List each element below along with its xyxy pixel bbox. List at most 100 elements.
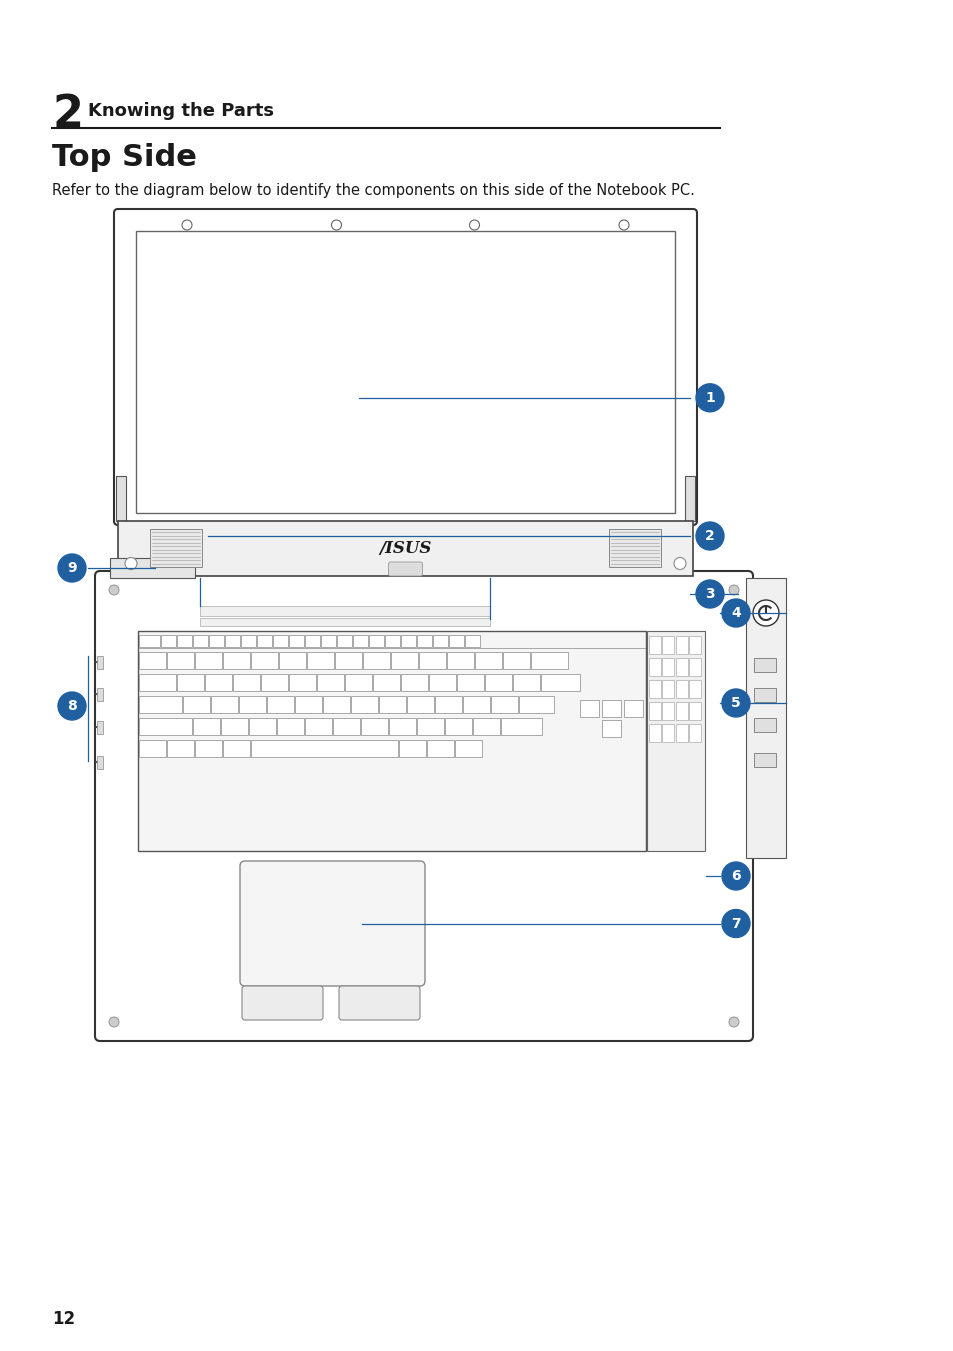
- Circle shape: [673, 558, 685, 570]
- Bar: [161, 635, 176, 647]
- Text: 9: 9: [67, 561, 77, 576]
- Bar: [419, 651, 446, 669]
- Bar: [212, 696, 238, 712]
- Bar: [97, 757, 103, 769]
- Bar: [501, 717, 542, 735]
- Bar: [305, 717, 333, 735]
- Bar: [250, 717, 276, 735]
- Bar: [646, 631, 704, 851]
- Bar: [447, 651, 474, 669]
- Bar: [676, 703, 687, 720]
- Bar: [689, 658, 700, 676]
- Circle shape: [469, 220, 479, 230]
- Bar: [427, 739, 454, 757]
- Text: 4: 4: [730, 607, 740, 620]
- Bar: [277, 717, 304, 735]
- Bar: [363, 651, 390, 669]
- Bar: [223, 651, 251, 669]
- Bar: [205, 674, 233, 690]
- Bar: [305, 635, 320, 647]
- Bar: [475, 651, 502, 669]
- Bar: [118, 521, 692, 576]
- Bar: [689, 724, 700, 742]
- FancyBboxPatch shape: [95, 571, 752, 1042]
- Bar: [661, 703, 674, 720]
- Circle shape: [109, 585, 119, 594]
- Bar: [689, 636, 700, 654]
- Bar: [648, 680, 660, 698]
- Bar: [150, 530, 202, 567]
- Bar: [139, 717, 193, 735]
- Bar: [648, 658, 660, 676]
- Bar: [177, 674, 204, 690]
- Bar: [351, 696, 378, 712]
- Bar: [317, 674, 344, 690]
- Text: 8: 8: [67, 698, 77, 713]
- FancyBboxPatch shape: [242, 986, 323, 1020]
- Bar: [138, 631, 645, 851]
- Bar: [345, 674, 372, 690]
- Text: 2: 2: [52, 93, 83, 136]
- Bar: [429, 674, 456, 690]
- Bar: [624, 700, 643, 716]
- Bar: [139, 651, 167, 669]
- Bar: [676, 636, 687, 654]
- Bar: [225, 635, 240, 647]
- Bar: [110, 558, 194, 578]
- Bar: [257, 635, 273, 647]
- Bar: [385, 635, 400, 647]
- Text: 6: 6: [730, 869, 740, 884]
- Bar: [491, 696, 518, 712]
- Bar: [200, 607, 490, 616]
- Bar: [445, 717, 472, 735]
- Circle shape: [752, 600, 779, 626]
- Text: 2: 2: [704, 530, 714, 543]
- Circle shape: [721, 909, 749, 938]
- Circle shape: [58, 554, 86, 582]
- Bar: [193, 635, 209, 647]
- Bar: [252, 739, 398, 757]
- Bar: [608, 530, 660, 567]
- Circle shape: [721, 598, 749, 627]
- Bar: [753, 688, 775, 703]
- Circle shape: [125, 558, 137, 570]
- Text: 7: 7: [730, 916, 740, 931]
- Bar: [661, 658, 674, 676]
- Text: Knowing the Parts: Knowing the Parts: [88, 101, 274, 120]
- Bar: [417, 717, 444, 735]
- Bar: [334, 717, 360, 735]
- Bar: [463, 696, 490, 712]
- Bar: [223, 739, 251, 757]
- Bar: [139, 696, 182, 712]
- Circle shape: [696, 521, 723, 550]
- Bar: [676, 724, 687, 742]
- Bar: [289, 674, 316, 690]
- Bar: [195, 651, 222, 669]
- Bar: [753, 717, 775, 732]
- Bar: [139, 635, 160, 647]
- Bar: [602, 720, 620, 736]
- Bar: [241, 635, 256, 647]
- Bar: [374, 674, 400, 690]
- Bar: [661, 724, 674, 742]
- Bar: [295, 696, 322, 712]
- Bar: [531, 651, 568, 669]
- Bar: [261, 674, 288, 690]
- Bar: [279, 651, 306, 669]
- Bar: [648, 703, 660, 720]
- Text: Refer to the diagram below to identify the components on this side of the Notebo: Refer to the diagram below to identify t…: [52, 182, 694, 199]
- Bar: [473, 717, 500, 735]
- Circle shape: [182, 220, 192, 230]
- Text: 1: 1: [704, 390, 714, 405]
- Bar: [435, 696, 462, 712]
- Bar: [136, 231, 675, 513]
- Bar: [323, 696, 350, 712]
- Bar: [407, 696, 434, 712]
- Circle shape: [721, 689, 749, 717]
- Bar: [401, 674, 428, 690]
- Bar: [401, 635, 416, 647]
- Bar: [519, 696, 554, 712]
- Circle shape: [721, 862, 749, 890]
- Bar: [200, 617, 490, 626]
- Bar: [97, 657, 103, 669]
